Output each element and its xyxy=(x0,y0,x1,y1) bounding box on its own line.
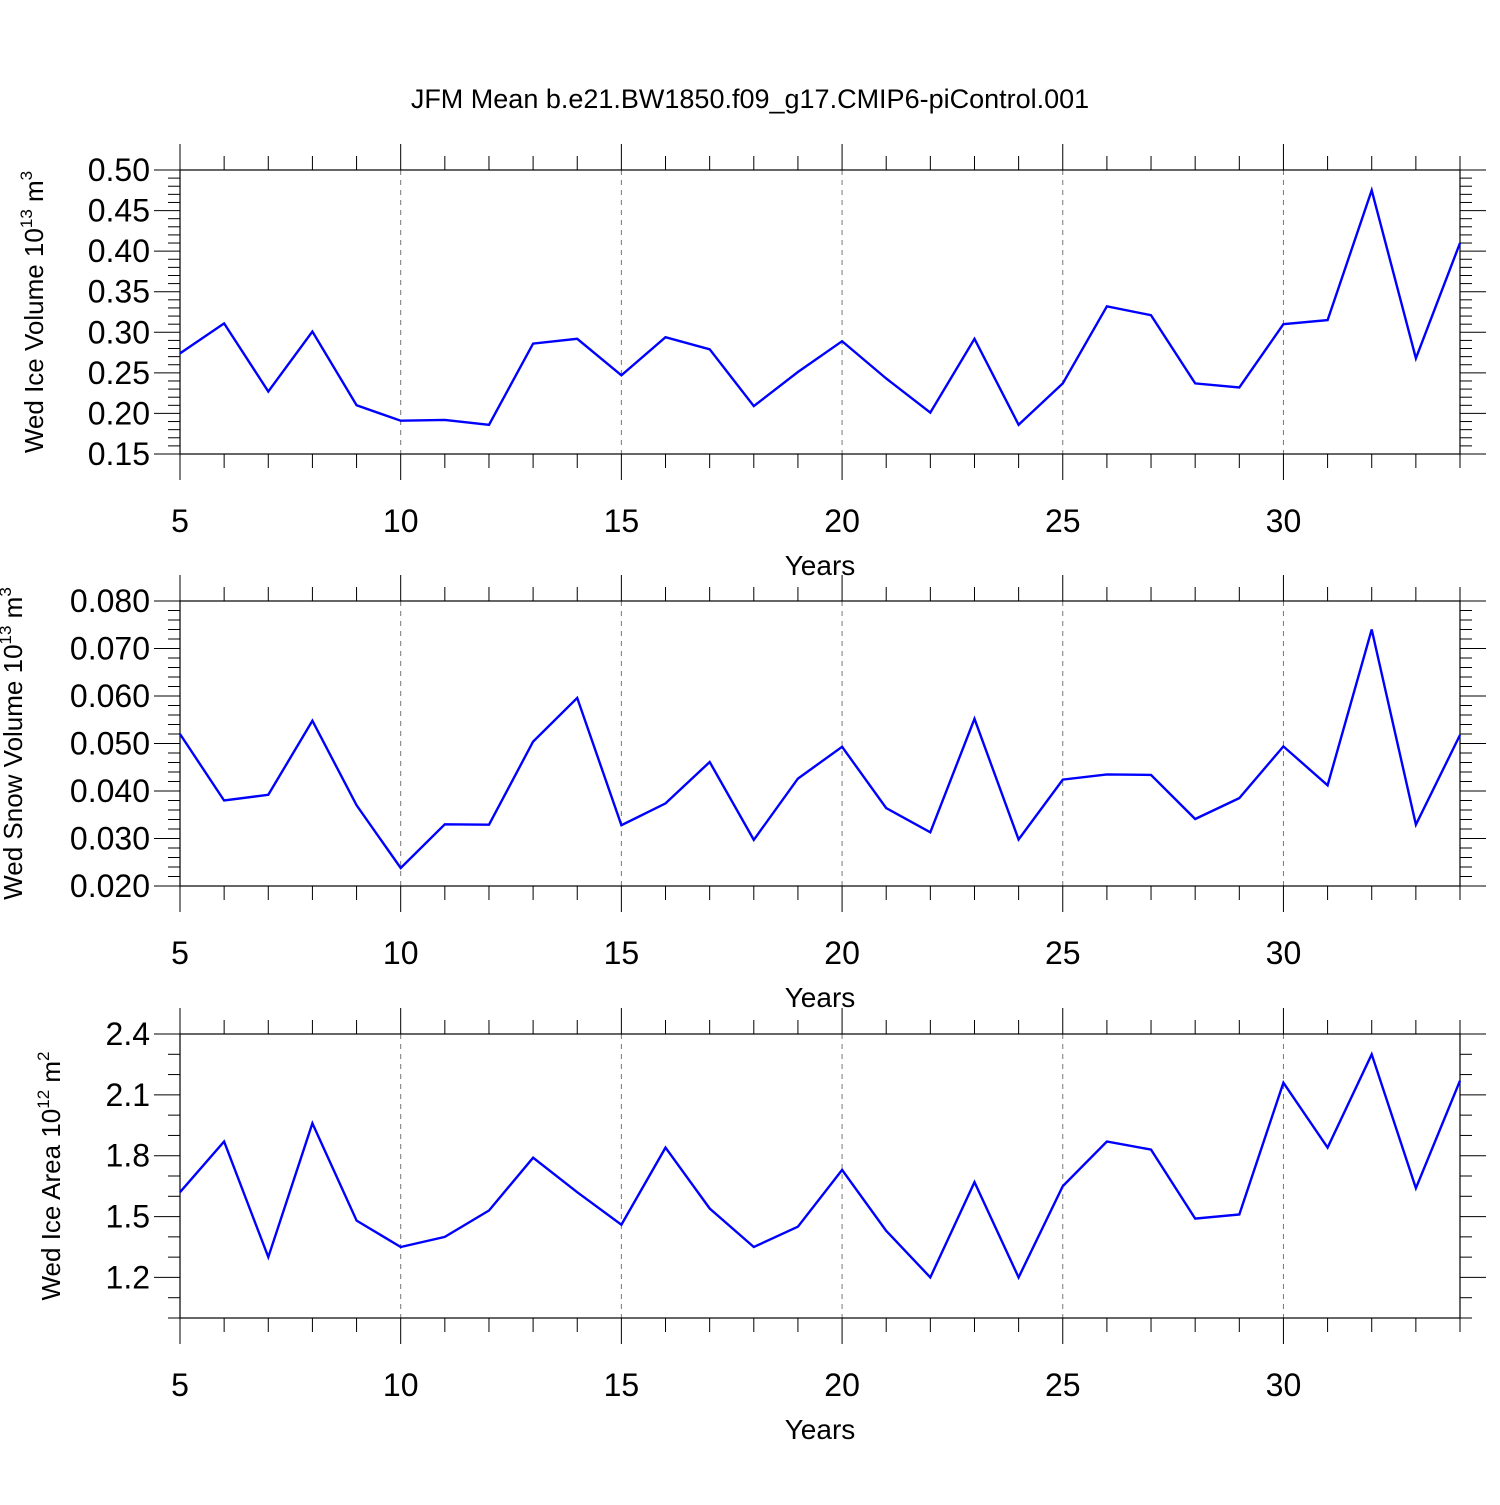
y-label-text: Wed Ice Volume 10 xyxy=(19,228,49,453)
y-label-unit: m xyxy=(0,597,28,626)
x-tick-label: 15 xyxy=(604,503,640,539)
x-tick-label: 10 xyxy=(383,503,419,539)
y-tick-label: 0.30 xyxy=(88,314,150,350)
x-tick-label: 15 xyxy=(604,1367,640,1403)
figure-title: JFM Mean b.e21.BW1850.f09_g17.CMIP6-piCo… xyxy=(411,84,1089,114)
y-label-exponent: 13 xyxy=(17,209,36,228)
x-tick-label: 30 xyxy=(1266,503,1302,539)
x-axis-label: Years xyxy=(785,982,856,1013)
x-tick-label: 25 xyxy=(1045,935,1081,971)
y-tick-label: 0.15 xyxy=(88,436,150,472)
x-tick-label: 5 xyxy=(171,1367,189,1403)
y-label-unit: m xyxy=(19,180,49,209)
y-tick-label: 0.20 xyxy=(88,395,150,431)
y-tick-label: 0.060 xyxy=(70,678,150,714)
panel-2: 5 10 15 20 25 30 Years 0.020 0.030 0.040 0.050 0.06… xyxy=(0,575,1486,1013)
plot-frame xyxy=(179,600,1461,887)
y-axis-label: Wed Ice Area 1012 m2 xyxy=(34,1051,66,1300)
y-axis-label: Wed Ice Volume 1013 m3 xyxy=(17,171,49,453)
y-label-text: Wed Ice Area 10 xyxy=(36,1109,66,1301)
x-tick-label: 25 xyxy=(1045,503,1081,539)
y-label-exponent: 13 xyxy=(0,626,15,645)
y-tick-label: 1.2 xyxy=(106,1259,150,1295)
data-series-line xyxy=(179,1051,1462,1281)
panel-3: 5 10 15 20 25 30 Years 1.2 1.5 1.8 2.1 2.4 Wed Ice A… xyxy=(34,1008,1486,1445)
plot-frame xyxy=(179,1033,1461,1319)
y-tick-label: 0.070 xyxy=(70,631,150,667)
y-label-unit-exponent: 2 xyxy=(34,1051,53,1060)
y-tick-label: 0.050 xyxy=(70,726,150,762)
plot-frame xyxy=(179,169,1461,455)
y-label-unit-exponent: 3 xyxy=(17,171,36,180)
y-label-unit-exponent: 3 xyxy=(0,587,15,596)
x-tick-label: 20 xyxy=(824,503,860,539)
x-tick-label: 10 xyxy=(383,1367,419,1403)
y-tick-label: 0.45 xyxy=(88,193,150,229)
x-tick-label: 20 xyxy=(824,1367,860,1403)
x-axis-label: Years xyxy=(785,550,856,581)
y-tick-label: 0.40 xyxy=(88,233,150,269)
y-tick-label: 1.8 xyxy=(106,1138,150,1174)
x-axis-label: Years xyxy=(785,1414,856,1445)
data-series-line xyxy=(178,629,1462,870)
y-tick-label: 0.25 xyxy=(88,355,150,391)
y-tick-label: 2.1 xyxy=(106,1077,150,1113)
y-label-unit: m xyxy=(36,1061,66,1090)
y-tick-label: 0.040 xyxy=(70,773,150,809)
y-tick-label: 0.030 xyxy=(70,821,150,857)
data-series-line xyxy=(179,186,1462,427)
y-tick-label: 0.50 xyxy=(88,152,150,188)
x-tick-label: 25 xyxy=(1045,1367,1081,1403)
y-tick-label: 0.020 xyxy=(70,868,150,904)
y-tick-label: 1.5 xyxy=(106,1199,150,1235)
y-label-exponent: 12 xyxy=(34,1090,53,1109)
x-tick-label: 5 xyxy=(171,503,189,539)
x-tick-label: 10 xyxy=(383,935,419,971)
panel-1: 5 10 15 20 25 30 Years 0.15 0.20 0.25 0.30 0.35 0.40… xyxy=(17,144,1486,581)
y-tick-label: 0.080 xyxy=(70,583,150,619)
x-tick-label: 20 xyxy=(824,935,860,971)
y-tick-label: 2.4 xyxy=(106,1016,150,1052)
x-tick-label: 15 xyxy=(604,935,640,971)
y-axis-label: Wed Snow Volume 1013 m3 xyxy=(0,587,28,900)
x-tick-label: 30 xyxy=(1266,935,1302,971)
x-tick-label: 5 xyxy=(171,935,189,971)
y-label-text: Wed Snow Volume 10 xyxy=(0,644,28,899)
y-tick-label: 0.35 xyxy=(88,274,150,310)
x-tick-label: 30 xyxy=(1266,1367,1302,1403)
